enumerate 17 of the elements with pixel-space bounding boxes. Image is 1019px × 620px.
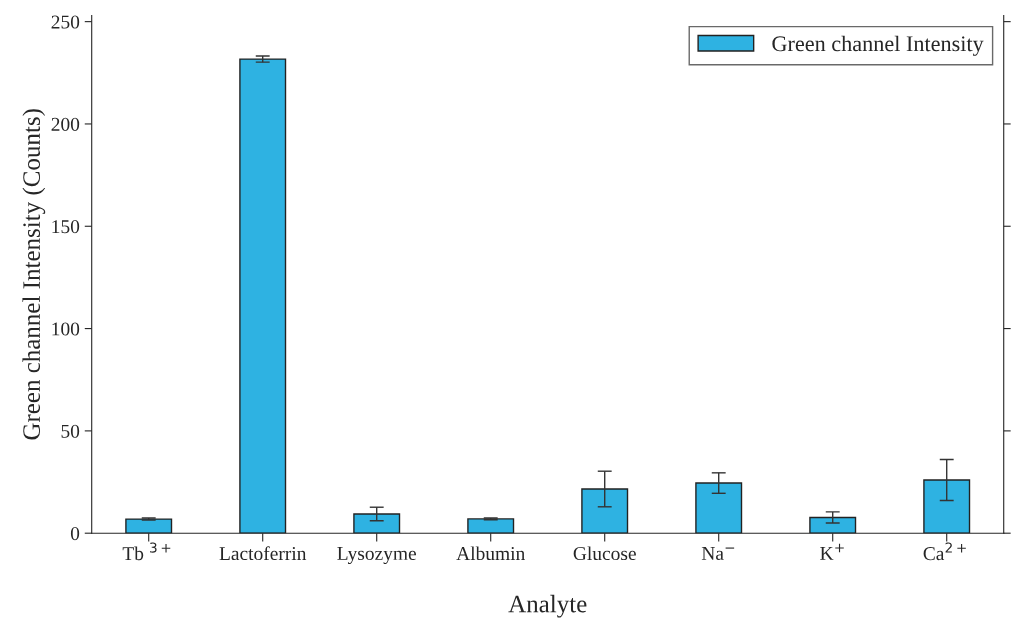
- x-tick-label: Na$^{−}$: [701, 547, 735, 560]
- x-tick-label: Lactoferrin: [219, 546, 307, 561]
- y-axis-title: Green channel Intensity (Counts): [22, 109, 46, 440]
- y-tick-label: 50: [61, 424, 80, 438]
- legend-label: Green channel Intensity: [772, 35, 984, 56]
- y-tick-label: 150: [52, 220, 80, 234]
- y-tick-label: 250: [51, 15, 80, 29]
- y-tick-label: 100: [52, 322, 80, 336]
- x-tick-label: Glucose: [573, 546, 636, 561]
- x-tick-label: K$^{+}$: [820, 543, 844, 560]
- x-tick-label: Ca$^{2+}$: [923, 542, 966, 561]
- x-tick-label: Albumin: [456, 546, 525, 561]
- x-axis-title: Analyte: [508, 594, 587, 618]
- x-tick-label: Tb $^{3+}$: [122, 542, 171, 561]
- x-tick-label: Lysozyme: [337, 547, 416, 565]
- y-tick-label: 0: [70, 527, 80, 541]
- y-tick-label: 200: [51, 117, 80, 131]
